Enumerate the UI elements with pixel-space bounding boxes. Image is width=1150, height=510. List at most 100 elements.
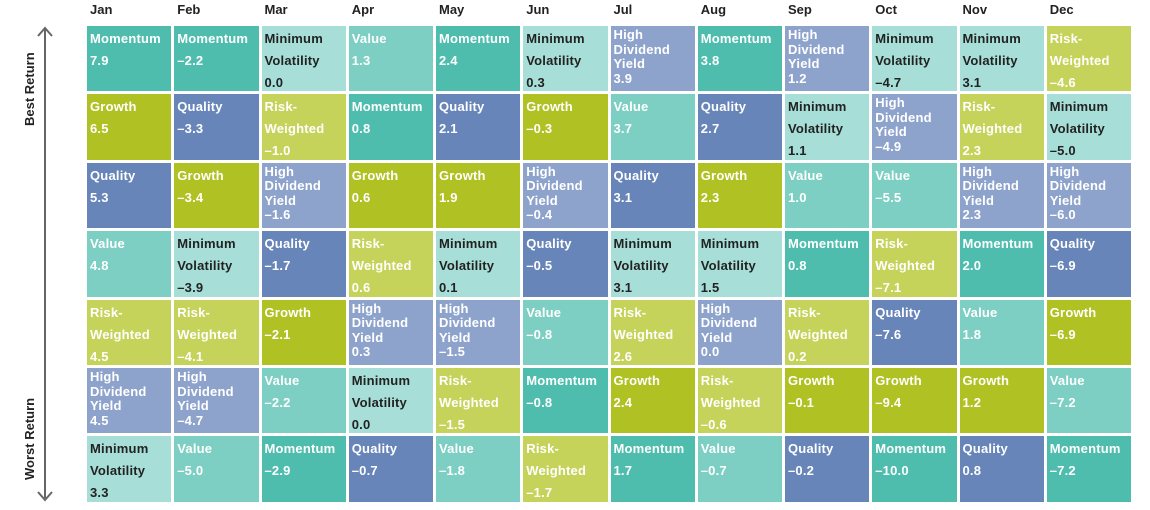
return-value: 0.8 <box>788 258 807 274</box>
factor-label: Volatility <box>1049 121 1105 137</box>
return-value: 0.0 <box>264 75 284 90</box>
factor-label: Quality <box>439 99 485 115</box>
factor-label: Value <box>962 304 998 320</box>
factor-label: Volatility <box>351 395 407 410</box>
cell-sep-momentum: Momentum 0.8 <box>785 231 870 297</box>
cell-oct-risk-weighted: Risk- Weighted –7.1 <box>872 231 957 297</box>
cell-aug-momentum: Momentum 3.8 <box>697 26 782 92</box>
factor-label: Volatility <box>264 53 320 68</box>
return-value: 0.2 <box>788 348 807 364</box>
return-value: –6.9 <box>1049 326 1076 342</box>
return-value: –1.5 <box>439 417 466 432</box>
factor-label: Momentum <box>613 441 685 457</box>
cell-dec-momentum: Momentum –7.2 <box>1046 436 1131 502</box>
factor-label: Volatility <box>700 258 756 274</box>
cell-jul-minimum-volatility: Minimum Volatility 3.1 <box>610 231 695 297</box>
factor-label: Value <box>439 441 474 457</box>
cell-oct-quality: Quality –7.6 <box>872 299 957 365</box>
cell-jun-value: Value –0.8 <box>523 299 608 365</box>
cell-sep-minimum-volatility: Minimum Volatility 1.1 <box>785 94 870 160</box>
factor-label: High <box>788 27 818 42</box>
cell-aug-risk-weighted: Risk- Weighted –0.6 <box>697 368 782 434</box>
cell-feb-minimum-volatility: Minimum Volatility –3.9 <box>174 231 259 297</box>
factor-label: Dividend <box>439 315 496 331</box>
return-value: –7.2 <box>1049 463 1076 479</box>
cell-apr-growth: Growth 0.6 <box>348 162 433 229</box>
factor-label: Value <box>351 31 387 46</box>
factor-label: Growth <box>177 167 224 183</box>
return-value: –1.8 <box>439 463 466 479</box>
return-value: 0.6 <box>351 280 371 296</box>
factor-label: Dividend <box>264 178 321 194</box>
return-value: 2.3 <box>962 207 982 223</box>
factor-label: High <box>962 163 993 179</box>
factor-label: Dividend <box>962 178 1019 194</box>
factor-label: Yield <box>962 192 995 208</box>
month-header-apr: Apr <box>351 2 375 17</box>
cell-nov-growth: Growth 1.2 <box>959 368 1044 434</box>
factor-label: Weighted <box>1049 53 1110 68</box>
month-header-jul: Jul <box>613 2 633 17</box>
axis-arrow-line <box>44 28 46 498</box>
cell-may-value: Value –1.8 <box>436 436 521 502</box>
factor-label: Yield <box>177 398 209 413</box>
return-value: –0.7 <box>351 463 378 479</box>
factor-label: Yield <box>875 124 907 140</box>
return-value: –2.2 <box>177 53 204 68</box>
factor-label: Weighted <box>700 395 761 410</box>
cell-jul-quality: Quality 3.1 <box>610 162 695 229</box>
cell-jul-risk-weighted: Risk- Weighted 2.6 <box>610 299 695 365</box>
return-value: 5.3 <box>90 189 109 205</box>
factor-label: Minimum <box>264 31 323 46</box>
cell-jul-momentum: Momentum 1.7 <box>610 436 695 502</box>
return-value: 4.8 <box>90 258 109 274</box>
return-value: 4.5 <box>90 348 109 364</box>
month-header-dec: Dec <box>1049 2 1074 17</box>
return-value: –0.8 <box>526 326 553 342</box>
factor-label: Quality <box>351 441 398 457</box>
return-value: 1.8 <box>962 326 982 342</box>
factor-label: Dividend <box>1049 178 1107 194</box>
factor-label: Risk- <box>351 236 385 252</box>
factor-label: Yield <box>526 192 558 208</box>
return-value: 6.5 <box>90 121 109 137</box>
cell-oct-high-dividend-yield: High Dividend Yield –4.9 <box>872 94 957 160</box>
cell-dec-value: Value –7.2 <box>1046 368 1131 434</box>
return-value: 0.8 <box>351 121 371 137</box>
cell-mar-quality: Quality –1.7 <box>261 231 346 297</box>
factor-label: High <box>439 300 469 316</box>
month-header-aug: Aug <box>700 2 727 17</box>
return-value: 3.7 <box>613 121 633 137</box>
cell-feb-quality: Quality –3.3 <box>174 94 259 160</box>
factor-label: Dividend <box>90 383 147 399</box>
cell-apr-quality: Quality –0.7 <box>348 436 433 502</box>
cell-jun-high-dividend-yield: High Dividend Yield –0.4 <box>523 162 608 229</box>
factor-label: Volatility <box>613 258 669 274</box>
return-value: 1.9 <box>439 189 458 205</box>
arrow-down-icon <box>37 491 53 502</box>
cell-aug-high-dividend-yield: High Dividend Yield 0.0 <box>697 299 782 365</box>
factor-label: Quality <box>526 236 572 252</box>
return-value: 1.2 <box>962 395 982 410</box>
factor-label: Value <box>526 304 562 320</box>
factor-label: Weighted <box>526 463 587 479</box>
factor-label: High <box>177 369 207 384</box>
cell-mar-high-dividend-yield: High Dividend Yield –1.6 <box>261 162 346 229</box>
return-value: 3.1 <box>613 280 633 296</box>
factor-label: Minimum <box>526 31 585 46</box>
cell-nov-quality: Quality 0.8 <box>959 436 1044 502</box>
factor-label: Minimum <box>439 236 498 252</box>
return-value: 3.8 <box>700 53 720 68</box>
return-value: –0.2 <box>788 463 815 479</box>
factor-label: Volatility <box>439 258 495 274</box>
return-value: 0.8 <box>962 463 982 479</box>
factor-label: Growth <box>875 373 922 388</box>
factor-label: Momentum <box>90 31 161 46</box>
factor-label: Volatility <box>875 53 931 68</box>
factor-label: Volatility <box>788 121 844 137</box>
factor-label: Quality <box>962 441 1008 457</box>
cell-jan-momentum: Momentum 7.9 <box>87 26 172 92</box>
cell-mar-momentum: Momentum –2.9 <box>261 436 346 502</box>
return-value: –0.7 <box>700 463 727 479</box>
factor-label: Yield <box>613 56 646 71</box>
